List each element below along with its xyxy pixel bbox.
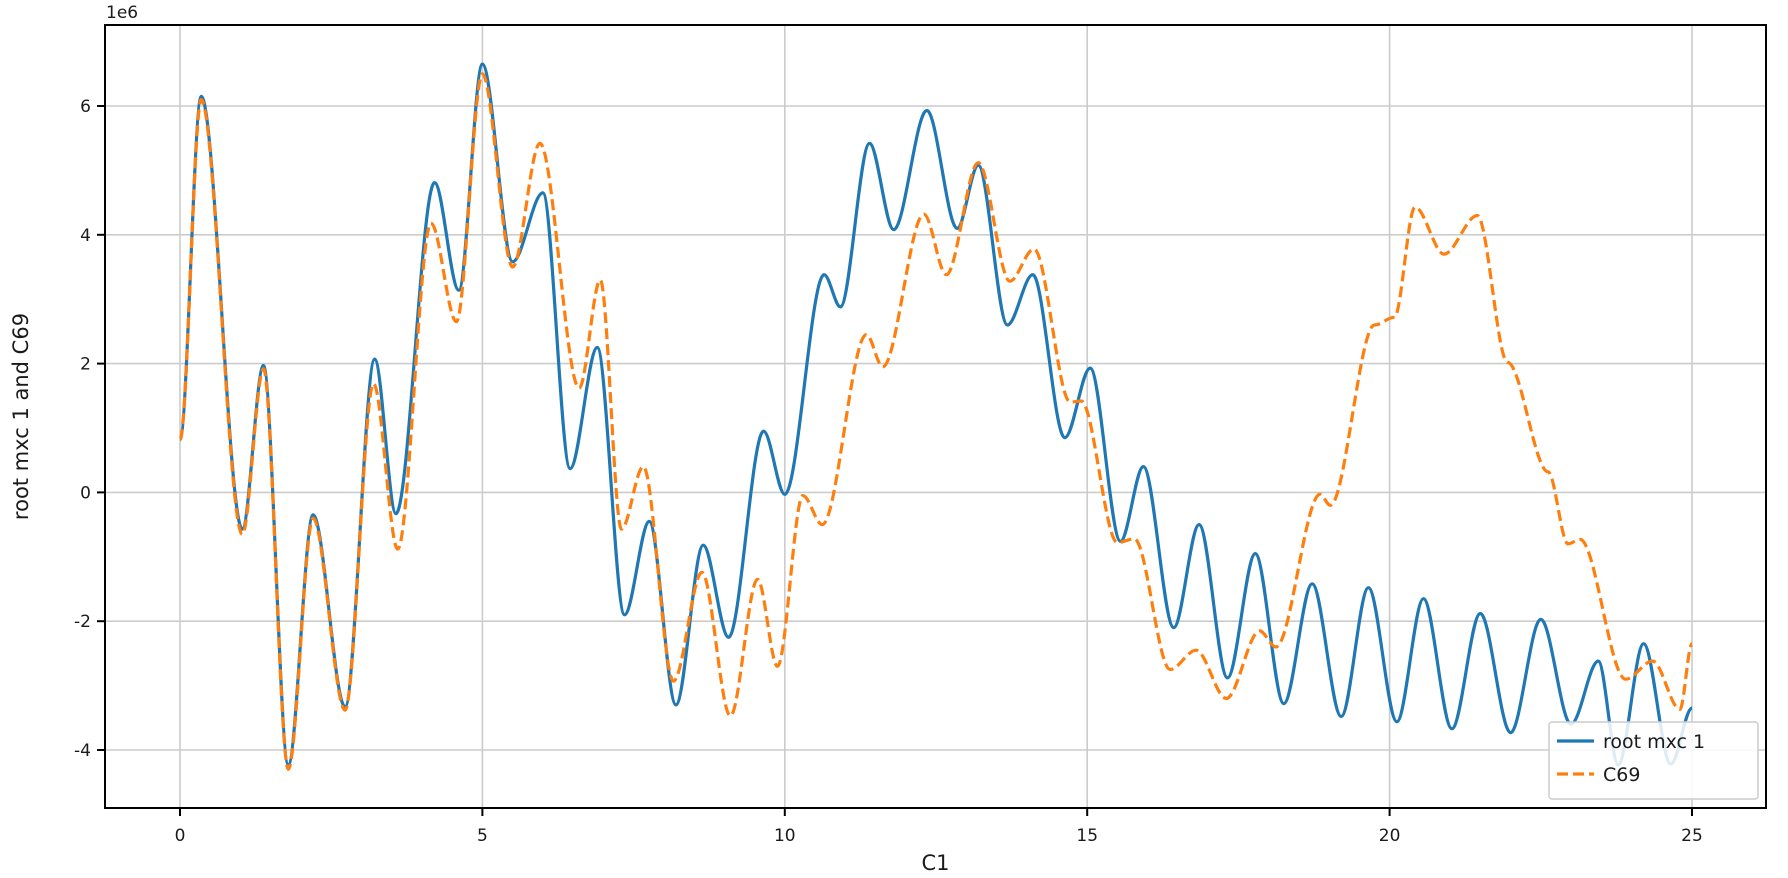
- x-tick-label: 5: [477, 826, 488, 846]
- x-tick-label: 10: [774, 826, 796, 846]
- axes-spines: [104, 24, 1767, 809]
- legend-label: C69: [1603, 764, 1640, 786]
- y-tick-label: -4: [74, 741, 91, 761]
- series-line-c69: [178, 72, 1694, 771]
- legend-box: [1548, 721, 1759, 800]
- x-tick-label: 15: [1076, 826, 1098, 846]
- x-tick-label: 20: [1379, 826, 1401, 846]
- y-tick-label: 6: [80, 97, 91, 117]
- y-tick-label: 2: [80, 355, 91, 375]
- legend-label: root mxc 1: [1603, 731, 1705, 753]
- x-axis-label: C1: [921, 851, 949, 875]
- y-tick-label: 4: [80, 226, 91, 246]
- series-line-root-mxc-1: [178, 62, 1694, 767]
- y-tick-label: -2: [74, 612, 91, 632]
- y-axis-label: root mxc 1 and C69: [9, 313, 33, 520]
- y-tick-label: 0: [80, 483, 91, 503]
- x-tick-label: 0: [175, 826, 186, 846]
- x-tick-label: 25: [1681, 826, 1703, 846]
- y-axis-offset-label: 1e6: [106, 3, 138, 23]
